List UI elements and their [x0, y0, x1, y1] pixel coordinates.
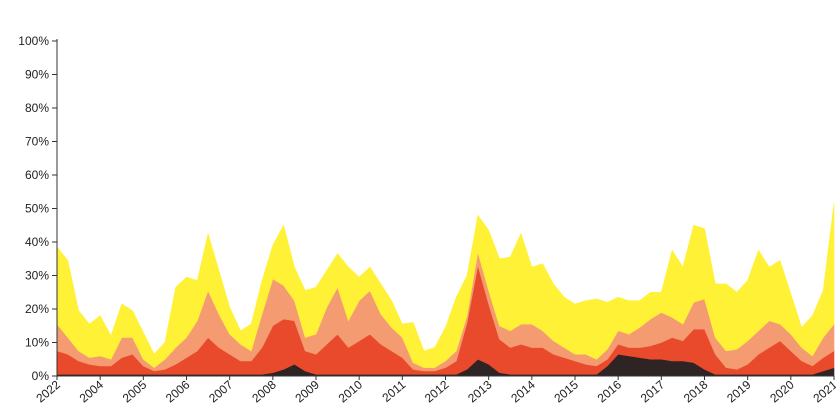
y-tick-label: 80% [25, 101, 49, 115]
x-tick-label: 2004 [77, 377, 107, 405]
x-tick-label: 2005 [120, 377, 150, 405]
series-layer [56, 203, 835, 377]
x-tick-label: 2018 [681, 377, 711, 405]
x-tick-label: 2016 [595, 377, 625, 405]
x-tick-label: 2011 [379, 377, 408, 405]
x-tick-label: 2017 [638, 377, 668, 405]
x-tick-label: 2010 [336, 377, 366, 405]
series-area-4 [56, 203, 835, 369]
y-tick-label: 10% [25, 336, 49, 350]
x-tick-label: 2009 [292, 377, 322, 405]
y-tick-label: 0% [32, 369, 50, 383]
x-tick-label: 2007 [206, 377, 236, 405]
y-tick-label: 40% [25, 235, 49, 249]
x-tick-label: 2019 [724, 377, 754, 405]
x-tick-label: 2008 [249, 377, 279, 405]
x-tick-label: 2013 [465, 377, 495, 405]
y-axis: 0% 10% 20% 30% 40% 50% 60% 70% 80% 90% 100% [18, 34, 58, 383]
y-tick-label: 50% [25, 202, 49, 216]
x-tick-label: 2015 [551, 377, 581, 405]
y-tick-label: 70% [25, 135, 49, 149]
x-tick-label: 2020 [767, 377, 797, 405]
y-tick-label: 90% [25, 68, 49, 82]
x-tick-label: 2012 [422, 377, 452, 405]
x-axis: 2022 2004 2005 2006 2007 2008 2009 2010 2011 2012… [33, 375, 836, 405]
x-tick-label: 2014 [508, 377, 538, 405]
y-tick-label: 100% [18, 34, 49, 48]
y-tick-label: 60% [25, 168, 49, 182]
x-tick-label: 2021 [810, 377, 836, 405]
y-tick-label: 20% [25, 302, 49, 316]
x-tick-label: 2006 [163, 377, 193, 405]
y-tick-label: 30% [25, 269, 49, 283]
